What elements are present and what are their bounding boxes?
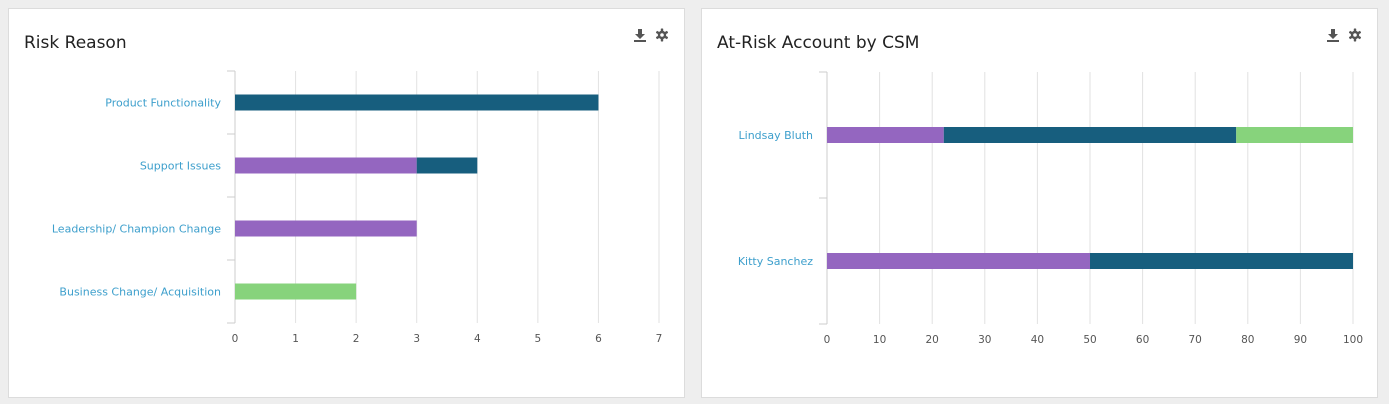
chart-toolbar (1326, 28, 1362, 42)
bar-2-series-0 (235, 220, 417, 237)
bar-1-series-0 (827, 253, 1090, 269)
category-label[interactable]: Business Change/ Acquisition (59, 286, 221, 299)
category-label[interactable]: Product Functionality (105, 97, 221, 110)
at-risk-account-chart: 0 10 20 30 40 50 60 70 80 90 100 Lindsay Bluth Kitty… (738, 71, 1363, 346)
download-icon[interactable] (1326, 28, 1340, 42)
category-label[interactable]: Support Issues (140, 160, 221, 173)
x-tick-label: 5 (535, 333, 542, 345)
x-tick-label: 20 (926, 334, 939, 346)
x-tick-label: 50 (1083, 334, 1096, 346)
category-label[interactable]: Leadership/ Champion Change (52, 223, 221, 236)
bar-1-series-0 (235, 157, 417, 174)
bar-0-series-1 (943, 127, 1237, 143)
x-tick-label: 2 (353, 333, 360, 345)
category-label[interactable]: Kitty Sanchez (738, 255, 813, 268)
x-tick-label: 1 (292, 333, 299, 345)
chart-title: At-Risk Account by CSM (717, 33, 920, 53)
bar-3-series-2 (235, 283, 357, 300)
download-icon[interactable] (633, 28, 647, 42)
bar-1-series-1 (1090, 253, 1353, 269)
bar-0-series-2 (1236, 127, 1353, 143)
category-label[interactable]: Lindsay Bluth (739, 129, 814, 142)
risk-reason-card: Risk Reason 0 1 2 3 4 5 6 7 Product Functionalit… (8, 8, 685, 398)
x-tick-label: 0 (232, 333, 239, 345)
x-tick-label: 7 (656, 333, 663, 345)
x-tick-label: 60 (1136, 334, 1149, 346)
x-tick-label: 90 (1294, 334, 1307, 346)
x-tick-label: 4 (474, 333, 481, 345)
bar-1-series-1 (416, 157, 478, 174)
at-risk-account-card: At-Risk Account by CSM 0 10 20 30 40 50 60 70 80… (701, 8, 1378, 398)
x-tick-label: 70 (1189, 334, 1202, 346)
chart-title: Risk Reason (24, 33, 127, 53)
chart-toolbar (633, 28, 669, 42)
gear-icon[interactable] (1348, 28, 1362, 42)
risk-reason-chart: 0 1 2 3 4 5 6 7 Product Functionality Support Iss… (52, 70, 663, 345)
bar-0-series-0 (827, 127, 944, 143)
x-tick-label: 40 (1031, 334, 1044, 346)
x-tick-label: 30 (978, 334, 991, 346)
x-tick-label: 3 (413, 333, 420, 345)
bar-0-series-1 (235, 94, 599, 111)
x-tick-label: 10 (873, 334, 886, 346)
x-tick-label: 0 (824, 334, 831, 346)
x-tick-label: 100 (1343, 334, 1363, 346)
x-tick-label: 80 (1241, 334, 1254, 346)
gear-icon[interactable] (655, 28, 669, 42)
x-tick-label: 6 (595, 333, 602, 345)
